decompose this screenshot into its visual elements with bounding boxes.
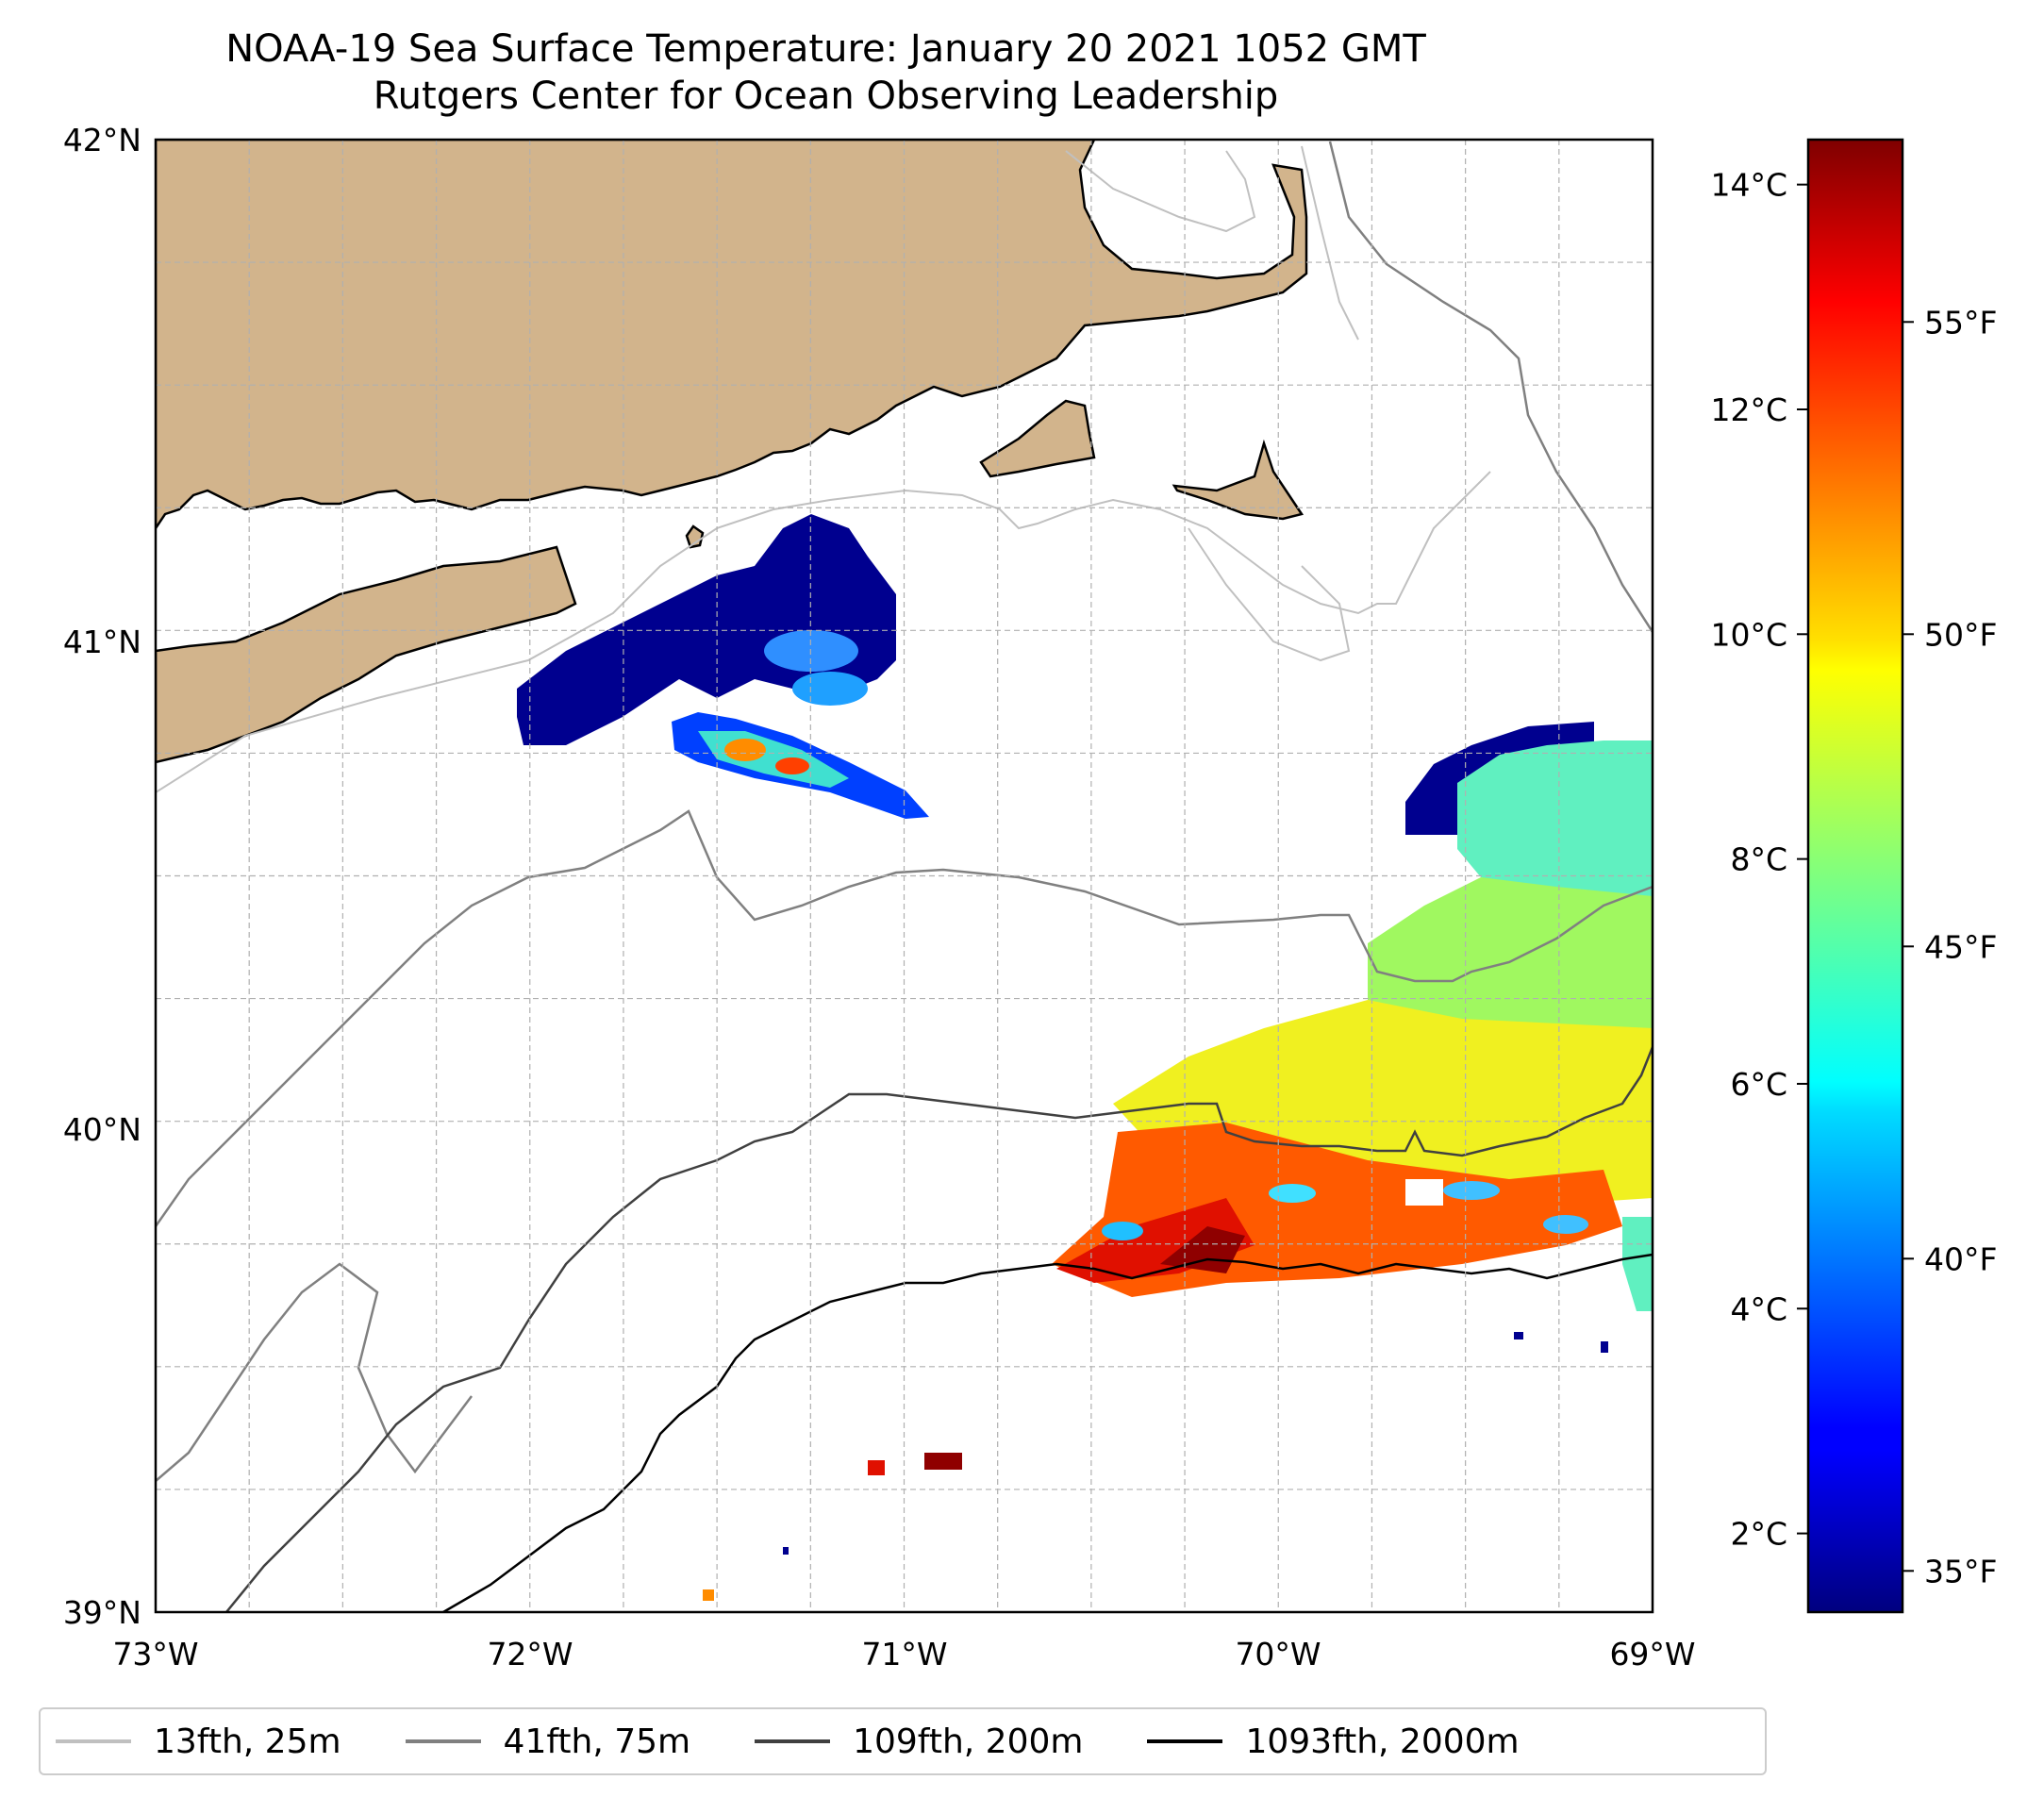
- colorbar-celsius-label: 6°C: [1730, 1066, 1787, 1103]
- legend-swatch: [1147, 1739, 1223, 1743]
- land-layer: [156, 140, 1308, 764]
- y-tick-label: 39°N: [63, 1594, 141, 1631]
- legend-item-25m: 13fth, 25m: [56, 1722, 341, 1761]
- contour-75m: [156, 809, 1653, 1227]
- x-tick-label: 71°W: [861, 1636, 947, 1672]
- legend-label: 41fth, 75m: [503, 1722, 691, 1761]
- sst-cold-patch-warm-core: [764, 630, 858, 672]
- map-area: [156, 140, 1653, 1612]
- contour-2000m: [442, 1253, 1653, 1612]
- y-tick-label: 42°N: [63, 122, 141, 158]
- colorbar-fahrenheit-ticks: 35°F 40°F 45°F 50°F 55°F: [1903, 304, 1997, 1589]
- colorbar-celsius-label: 14°C: [1710, 167, 1787, 204]
- x-tick-label: 73°W: [112, 1636, 198, 1672]
- colorbar-fahrenheit-label: 40°F: [1924, 1240, 1997, 1277]
- gridlines: [156, 140, 1653, 1612]
- legend-item-2000m: 1093fth, 2000m: [1147, 1722, 1520, 1761]
- sst-cool-shelf-water: [1457, 740, 1653, 906]
- legend-label: 1093fth, 2000m: [1245, 1722, 1520, 1761]
- x-tick-label: 69°W: [1609, 1636, 1695, 1672]
- y-axis-ticks: 39°N 40°N 41°N 42°N: [63, 122, 141, 1631]
- colorbar: 2°C 4°C 6°C 8°C 10°C 12°C 14°C 35°F 40°F 45°F 50°…: [1710, 138, 1997, 1614]
- map-frame: [154, 138, 1654, 1614]
- y-tick-label: 40°N: [63, 1111, 141, 1148]
- sst-mid-shelf-water: [1368, 877, 1653, 1038]
- marthas-vineyard: [979, 399, 1096, 478]
- colorbar-celsius-ticks: 2°C 4°C 6°C 8°C 10°C 12°C 14°C: [1710, 167, 1808, 1553]
- colorbar-celsius-label: 12°C: [1710, 391, 1787, 428]
- mainland-new-england: [156, 140, 1308, 531]
- contour-200m: [225, 1046, 1653, 1612]
- colorbar-gradient: [1806, 138, 1904, 1614]
- x-axis-ticks: 73°W 72°W 71°W 70°W 69°W: [112, 1636, 1695, 1672]
- colorbar-celsius-label: 2°C: [1730, 1516, 1787, 1553]
- y-tick-label: 41°N: [63, 624, 141, 660]
- nantucket: [1172, 439, 1305, 521]
- colorbar-celsius-label: 4°C: [1730, 1290, 1787, 1327]
- map-title: NOAA-19 Sea Surface Temperature: January…: [225, 27, 1426, 71]
- x-tick-label: 72°W: [487, 1636, 573, 1672]
- legend-item-75m: 41fth, 75m: [405, 1722, 691, 1761]
- map-subtitle: Rutgers Center for Ocean Observing Leade…: [373, 75, 1279, 118]
- colorbar-celsius-label: 8°C: [1730, 841, 1787, 878]
- colorbar-fahrenheit-label: 55°F: [1924, 304, 1997, 341]
- legend-swatch: [755, 1739, 831, 1743]
- colorbar-fahrenheit-label: 35°F: [1924, 1553, 1997, 1589]
- legend-swatch: [405, 1739, 481, 1743]
- sst-data-layer: [517, 514, 1653, 1601]
- legend-item-200m: 109fth, 200m: [755, 1722, 1083, 1761]
- x-tick-label: 70°W: [1235, 1636, 1321, 1672]
- colorbar-fahrenheit-label: 50°F: [1924, 616, 1997, 653]
- colorbar-fahrenheit-label: 45°F: [1924, 928, 1997, 965]
- contour-25m: [156, 471, 1491, 793]
- bathymetry-layer: [156, 141, 1653, 1612]
- legend-swatch: [56, 1739, 131, 1743]
- sst-cold-patch-block-island: [517, 514, 896, 745]
- bathymetry-legend: 13fth, 25m 41fth, 75m 109fth, 200m 1093f…: [39, 1707, 1767, 1775]
- colorbar-celsius-label: 10°C: [1710, 616, 1787, 653]
- long-island: [156, 545, 577, 764]
- legend-label: 109fth, 200m: [853, 1722, 1084, 1761]
- legend-label: 13fth, 25m: [154, 1722, 341, 1761]
